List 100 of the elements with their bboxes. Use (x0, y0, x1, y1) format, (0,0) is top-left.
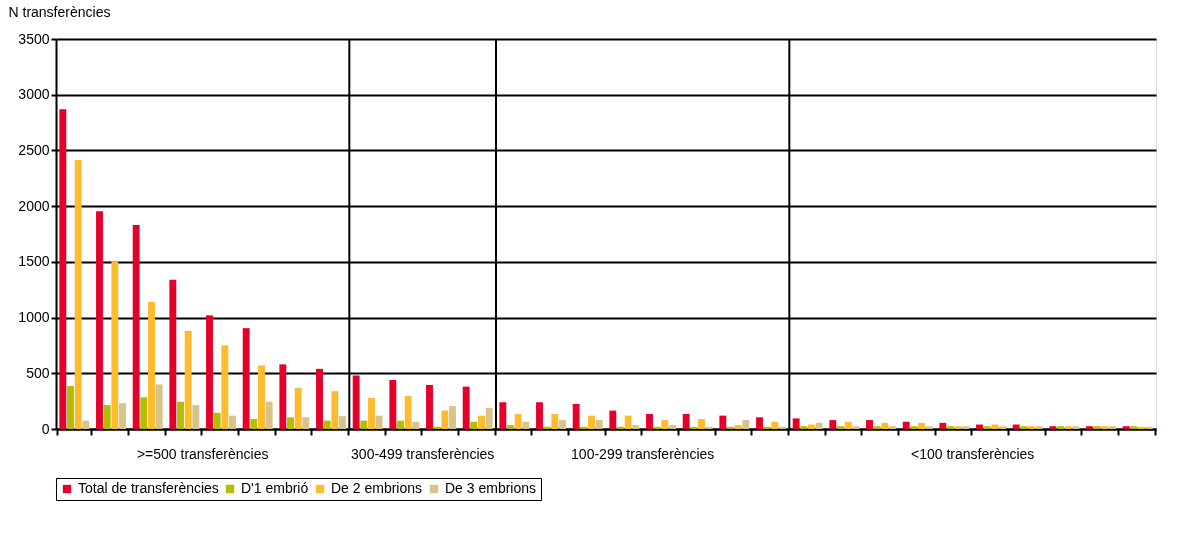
bar (991, 424, 999, 429)
legend-label: De 3 embrions (445, 480, 537, 496)
bar (1028, 426, 1035, 429)
bar (771, 421, 779, 429)
bar (918, 422, 925, 429)
bar (925, 426, 933, 429)
bar (242, 328, 250, 429)
bar (1109, 426, 1116, 429)
bar (682, 413, 690, 429)
bar (449, 406, 456, 429)
bar (646, 413, 653, 429)
y-tick-label: 2000 (18, 197, 50, 214)
bar (543, 426, 551, 429)
bar (316, 368, 323, 429)
bar (499, 402, 507, 429)
bar (360, 420, 368, 429)
y-tick-label: 3000 (18, 86, 50, 103)
bar (213, 412, 221, 429)
text: >=500 transferències (136, 446, 269, 462)
bar (837, 426, 844, 429)
bar (287, 417, 294, 429)
bar (485, 407, 493, 429)
bar (331, 391, 339, 429)
bar (294, 387, 302, 429)
bar (229, 415, 236, 429)
bar (192, 405, 200, 429)
bar (742, 420, 750, 429)
y-tick-label: 2500 (18, 141, 50, 158)
bar (96, 211, 103, 429)
bar (441, 410, 449, 429)
bar (522, 421, 530, 429)
bar (265, 401, 273, 429)
bar (389, 379, 397, 429)
bar (756, 417, 763, 429)
bar (514, 413, 522, 429)
bar (983, 426, 991, 429)
text: 100-299 transferències (571, 446, 715, 462)
bar (889, 426, 896, 429)
bar (426, 384, 433, 429)
bar (1093, 426, 1101, 429)
bar (976, 424, 983, 429)
bar (352, 375, 360, 429)
bar (478, 415, 485, 429)
bar (1130, 426, 1138, 429)
bar (800, 426, 808, 429)
bar (910, 426, 918, 429)
bar (1122, 426, 1130, 429)
bar (551, 413, 559, 429)
bar (250, 418, 258, 429)
bar (258, 365, 265, 429)
bar (184, 330, 192, 429)
bar (844, 421, 852, 429)
bar (1057, 426, 1064, 429)
bar (705, 426, 713, 429)
y-tick-label: 0 (41, 420, 50, 437)
bar (1101, 426, 1109, 429)
bar (792, 418, 800, 429)
bar (829, 420, 837, 429)
bar (206, 315, 213, 429)
bar (698, 418, 705, 429)
bar (624, 415, 632, 429)
bar (719, 415, 727, 429)
y-tick-label: 1000 (18, 309, 50, 326)
bar (727, 426, 734, 429)
bar (999, 426, 1006, 429)
bar (119, 403, 126, 429)
bar (939, 422, 947, 429)
bar (617, 426, 624, 429)
bar (148, 301, 155, 429)
bar (111, 261, 119, 429)
bar (881, 422, 889, 429)
bar (595, 420, 603, 429)
bar (82, 420, 90, 429)
bar (763, 426, 771, 429)
bar (661, 420, 669, 429)
y-tick-label: 3500 (18, 30, 50, 47)
bar (1086, 426, 1093, 429)
text: 300-499 transferències (351, 446, 495, 462)
bar (397, 420, 404, 429)
bar (368, 397, 375, 429)
bar (815, 422, 823, 429)
bar (323, 420, 331, 429)
bar (580, 426, 588, 429)
bar (690, 426, 698, 429)
bar (947, 426, 954, 429)
bar (1138, 426, 1145, 429)
bar (1020, 426, 1028, 429)
bar (632, 425, 640, 429)
bar (221, 345, 229, 429)
bar (1145, 426, 1153, 429)
bar (155, 384, 163, 429)
bar (302, 417, 310, 429)
bar (375, 415, 383, 429)
bar (734, 425, 742, 429)
bar (609, 410, 617, 429)
y-tick-label: 1500 (18, 253, 50, 270)
bar (1064, 426, 1072, 429)
bar (873, 426, 881, 429)
bar (59, 109, 67, 429)
bar (1012, 424, 1020, 429)
